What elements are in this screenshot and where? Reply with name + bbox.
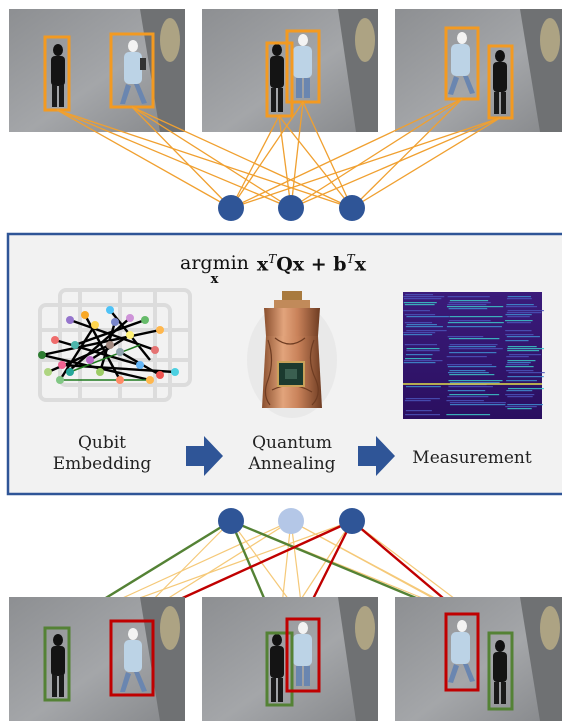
top-frame-3-pedestrian-light	[448, 32, 475, 95]
top-frame-1-pedestrian-dark	[51, 44, 65, 107]
bottom-frame-3-box-green	[487, 631, 514, 711]
bottom-frame-1-box-green	[43, 626, 71, 702]
quantum-annealing-line2: Annealing	[248, 454, 336, 474]
qubit-embedding-graph	[38, 288, 192, 402]
top-nodes	[218, 195, 365, 221]
formula-x: x	[256, 253, 269, 276]
top-frame-3-box-2	[487, 44, 514, 120]
bottom-frame-2	[202, 597, 378, 721]
bottom-frame-1	[9, 597, 185, 721]
bottom-frame-2-box-green	[265, 631, 294, 707]
quantum-annealing-label: Quantum Annealing	[234, 433, 350, 475]
quantum-annealer-chip	[247, 291, 337, 418]
formula-x-tail: x	[354, 253, 366, 276]
top-frame-2-pedestrian-light	[293, 34, 312, 98]
qubit-embedding-label: Qubit Embedding	[44, 433, 160, 475]
qubo-objective-formula: argmin x xTQx + bTx	[180, 252, 366, 287]
top-node-3	[339, 195, 365, 221]
top-frame-2-pedestrian-dark	[270, 44, 284, 112]
formula-q-term: Qx + b	[276, 253, 347, 276]
bottom-frame-1-box-red	[109, 619, 155, 697]
candidate-edges-top	[56, 98, 501, 209]
qubit-embedding-line1: Qubit	[77, 433, 127, 453]
top-frame-3	[395, 9, 562, 132]
bottom-frame-3-box-red	[444, 612, 480, 692]
top-frame-1	[9, 9, 185, 132]
top-frame-3-pedestrian-dark	[493, 50, 507, 114]
measurement-label: Measurement	[412, 448, 532, 468]
top-frames	[9, 9, 562, 132]
bottom-node-2	[278, 508, 304, 534]
argmin-label: argmin	[180, 252, 249, 274]
top-node-2	[278, 195, 304, 221]
bottom-frame-3	[395, 597, 562, 721]
arrow-icon	[358, 436, 395, 476]
bottom-node-3	[339, 508, 365, 534]
top-node-1	[218, 195, 244, 221]
formula-transpose-2: T	[346, 252, 355, 266]
top-frame-2	[202, 9, 378, 132]
bottom-frames	[9, 597, 562, 721]
bottom-nodes	[218, 508, 365, 534]
argmin-operator: argmin x	[180, 252, 249, 287]
quantum-annealing-line1: Quantum	[252, 433, 332, 453]
bottom-node-1	[218, 508, 244, 534]
qubit-embedding-line2: Embedding	[52, 454, 152, 474]
argmin-subscript: x	[210, 272, 219, 287]
bottom-frame-2-box-red	[285, 617, 321, 693]
top-frame-1-pedestrian-light	[120, 40, 147, 104]
arrow-icon	[186, 436, 223, 476]
measurement-heatmap	[403, 292, 545, 419]
formula-transpose-1: T	[268, 252, 277, 266]
